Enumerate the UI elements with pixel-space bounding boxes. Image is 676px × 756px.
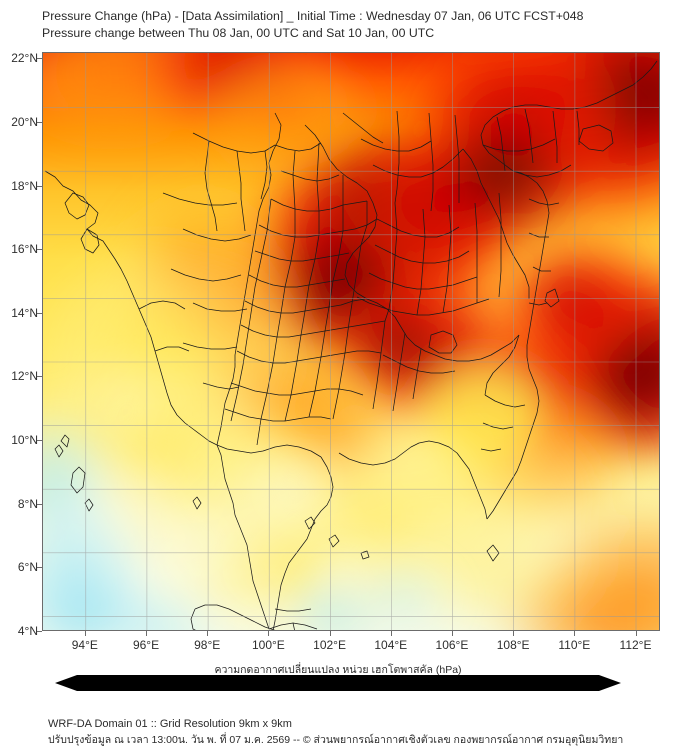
x-axis-label: 112°E: [619, 638, 652, 652]
y-axis-label: 8°N: [17, 496, 38, 511]
footer-line-1: WRF-DA Domain 01 :: Grid Resolution 9km …: [48, 718, 292, 730]
colorbar-left-arrow: [55, 675, 77, 691]
x-axis-tick: [390, 631, 392, 636]
y-axis-tick: [37, 58, 42, 60]
figure-title-block: Pressure Change (hPa) - [Data Assimilati…: [42, 8, 672, 42]
y-axis-tick: [37, 121, 42, 123]
x-axis-label: 108°E: [496, 638, 530, 652]
colorbar-gradient: [55, 675, 621, 691]
colorbar[interactable]: [55, 674, 621, 692]
colorbar-ticks: [55, 692, 621, 708]
x-axis-label: 110°E: [558, 638, 591, 652]
x-axis-tick: [635, 631, 637, 636]
colorbar-right-arrow: [599, 675, 621, 691]
x-axis-tick: [329, 631, 331, 636]
map-plot-area[interactable]: [42, 52, 660, 631]
y-axis-tick: [37, 249, 42, 251]
y-axis-label: 22°N: [11, 51, 38, 66]
x-axis-label: 94°E: [71, 638, 98, 652]
y-axis-tick: [37, 631, 42, 632]
y-axis-label: 6°N: [17, 560, 38, 575]
y-axis-label: 4°N: [17, 624, 38, 638]
x-axis-label: 96°E: [132, 638, 160, 652]
y-axis-label: 16°N: [11, 242, 38, 257]
colorbar-title: ความกดอากาศเปลี่ยนแปลง หน่วย เฮกโตพาสคัล…: [214, 664, 462, 676]
pressure-change-heatmap: [43, 53, 659, 630]
y-axis-tick: [37, 312, 42, 314]
title-line-1: Pressure Change (hPa) - [Data Assimilati…: [42, 9, 584, 23]
y-axis-tick: [37, 440, 42, 442]
x-axis-tick: [268, 631, 270, 636]
x-axis-tick: [207, 631, 209, 636]
x-axis-label: 98°E: [194, 638, 221, 652]
y-axis-tick: [37, 376, 42, 378]
x-axis-label: 100°E: [251, 638, 285, 652]
y-axis-tick: [37, 567, 42, 569]
y-axis-tick: [37, 503, 42, 505]
figure-footer: WRF-DA Domain 01 :: Grid Resolution 9km …: [48, 716, 668, 748]
y-axis-tick: [37, 185, 42, 187]
y-axis-label: 18°N: [11, 178, 38, 193]
y-axis-label: 20°N: [11, 114, 38, 129]
colorbar-body: [77, 675, 599, 691]
footer-line-2: ปรับปรุงข้อมูล ณ เวลา 13:00น. วัน พ. ที่…: [48, 734, 624, 746]
x-axis-label: 106°E: [435, 638, 469, 652]
y-axis-label: 10°N: [11, 433, 38, 448]
x-axis-tick: [451, 631, 453, 636]
x-axis-tick: [513, 631, 515, 636]
x-axis-tick: [574, 631, 576, 636]
y-axis-label: 12°N: [11, 369, 38, 384]
x-axis-label: 104°E: [374, 638, 408, 652]
graticule-gridlines: [43, 53, 659, 630]
title-line-2: Pressure change between Thu 08 Jan, 00 U…: [42, 26, 435, 40]
x-axis-tick: [146, 631, 148, 636]
y-axis-label: 14°N: [11, 305, 38, 320]
x-axis-label: 102°E: [313, 638, 346, 652]
x-axis-tick: [84, 631, 86, 636]
